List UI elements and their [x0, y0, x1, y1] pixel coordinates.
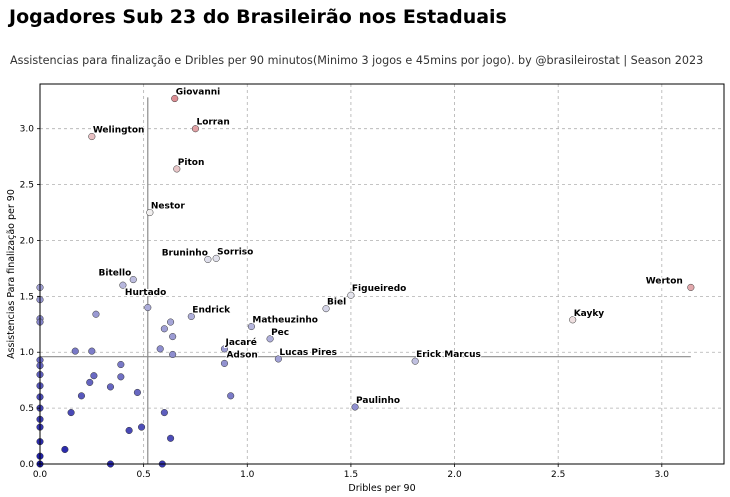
scatter-point-labeled [119, 281, 127, 289]
chart-subtitle: Assistencias para finalização e Dribles … [10, 54, 704, 67]
point-label: Biel [327, 298, 346, 308]
x-tick-label: 3.0 [655, 470, 670, 480]
scatter-point [61, 445, 69, 454]
y-tick-label: 3.0 [20, 125, 35, 135]
y-tick-label: 2.0 [20, 236, 35, 246]
scatter-point-labeled [129, 276, 137, 284]
scatter-point [144, 303, 152, 312]
point-label: Figueiredo [352, 284, 406, 294]
scatter-point [169, 350, 177, 359]
x-tick-label: 0.0 [33, 470, 48, 480]
scatter-point-labeled [173, 165, 181, 173]
point-labels: Giovanni Lorran Welington Piton Nestor Brunin… [92, 87, 684, 407]
point-label: Werton [646, 276, 683, 286]
point-label: Sorriso [217, 247, 253, 257]
scatter-point [167, 318, 175, 326]
scatter-point [88, 347, 96, 355]
point-label: Kayky [574, 309, 605, 319]
scatter-point-labeled [212, 254, 220, 262]
scatter-point [92, 310, 100, 318]
scatter-point [160, 409, 168, 417]
x-tick-label: 0.5 [136, 470, 150, 480]
scatter-point-labeled [569, 316, 577, 324]
scatter-point-labeled [322, 305, 330, 313]
scatter-point [125, 426, 133, 435]
scatter-point [77, 392, 86, 400]
grid-lines [39, 84, 724, 465]
axis-ticks: 0.0 0.5 1.0 1.5 2.0 2.5 3.0 0.0 0.5 1.0 1.5 2.0 2.5 3… [20, 125, 670, 480]
point-label: Welington [93, 126, 145, 136]
scatter-point [167, 434, 175, 442]
scatter-point-labeled [204, 255, 212, 264]
scatter-point [117, 373, 125, 381]
scatter-point-labeled [347, 291, 355, 299]
y-tick-label: 1.0 [20, 348, 35, 358]
scatter-point-labeled [191, 125, 200, 133]
point-label: Jacaré [224, 337, 256, 348]
point-label: Piton [178, 158, 205, 168]
x-tick-label: 2.0 [447, 470, 462, 480]
scatter-point [67, 409, 75, 417]
point-label: Nestor [151, 202, 185, 212]
point-label: Giovanni [176, 88, 221, 98]
point-label: Bruninho [162, 248, 208, 258]
scatter-point-labeled [171, 94, 179, 103]
reference-lines [40, 97, 691, 464]
scatter-point [133, 388, 141, 397]
scatter-point-labeled [411, 357, 419, 365]
point-label: Adson [226, 350, 257, 360]
x-tick-label: 1.0 [240, 470, 255, 480]
point-label: Endrick [192, 305, 231, 315]
point-label: Erick Marcus [416, 350, 481, 360]
x-tick-label: 1.5 [344, 470, 358, 480]
y-tick-label: 0.5 [20, 404, 34, 414]
scatter-point [169, 333, 177, 341]
scatter-point-labeled [88, 132, 96, 141]
y-tick-label: 1.5 [20, 292, 34, 302]
point-label: Paulinho [356, 396, 400, 406]
x-axis-label: Dribles per 90 [348, 483, 415, 494]
y-axis-label: Assistencias Para finalização per 90 [6, 189, 17, 359]
scatter-point [106, 383, 115, 391]
x-tick-label: 2.5 [551, 470, 565, 480]
point-label: Pec [271, 328, 289, 338]
data-points [36, 94, 695, 468]
scatter-point [138, 423, 146, 431]
scatter-point-labeled [220, 345, 229, 353]
plot-frame [39, 83, 725, 465]
scatter-point-labeled [274, 355, 282, 363]
chart-title: Jogadores Sub 23 do Brasileirão nos Esta… [9, 6, 507, 28]
scatter-point-labeled [146, 208, 154, 217]
scatter-point [90, 372, 98, 380]
point-label: Lucas Pires [279, 348, 337, 358]
y-tick-label: 0.0 [20, 460, 35, 470]
scatter-point [156, 345, 164, 353]
scatter-point [160, 325, 168, 333]
scatter-point-labeled [247, 322, 255, 331]
scatter-point [86, 378, 94, 386]
scatter-point-labeled [687, 283, 695, 291]
scatter-point-labeled [220, 359, 229, 367]
scatter-point-labeled [187, 312, 195, 321]
point-label: Matheuzinho [252, 316, 318, 326]
point-label: Lorran [196, 118, 229, 128]
scatter-point [71, 347, 79, 355]
point-label: Bitello [99, 269, 132, 279]
point-label: Hurtado [125, 288, 166, 298]
scatter-point [227, 392, 235, 400]
scatter-point-labeled [351, 403, 359, 411]
scatter-point [117, 360, 125, 369]
y-tick-label: 2.5 [20, 181, 34, 191]
scatter-point-labeled [266, 335, 274, 343]
